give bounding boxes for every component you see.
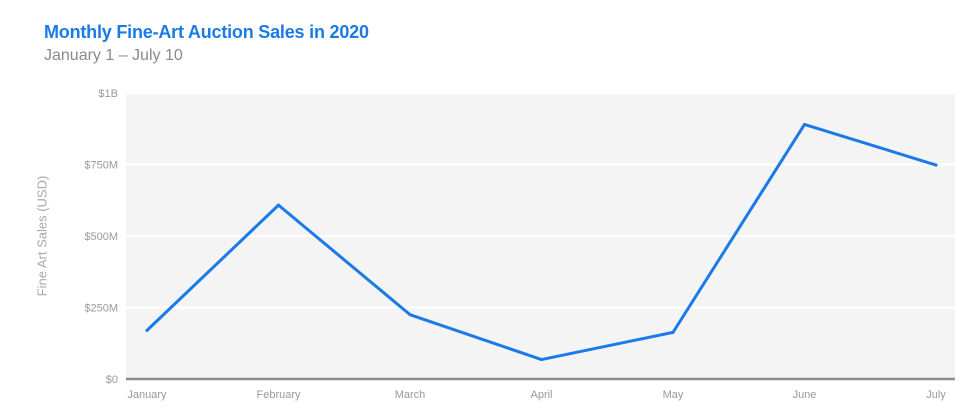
x-tick-label-april: April (530, 389, 552, 401)
data-point-march (408, 313, 412, 317)
chart-subtitle: January 1 – July 10 (44, 47, 183, 64)
chart-title: Monthly Fine-Art Auction Sales in 2020 (44, 22, 369, 42)
data-point-may (671, 330, 675, 334)
x-tick-label-march: March (395, 389, 426, 401)
y-tick-label-1: $250M (84, 303, 118, 315)
data-point-july (934, 163, 938, 167)
x-tick-label-june: June (793, 389, 817, 401)
data-point-february (277, 203, 280, 207)
x-tick-label-february: February (256, 389, 301, 401)
y-tick-label-4: $1B (98, 88, 118, 100)
x-tick-label-january: January (127, 389, 167, 401)
x-tick-label-may: May (663, 389, 684, 401)
y-tick-label-0: $0 (106, 374, 118, 386)
x-tick-label-july: July (926, 389, 946, 401)
data-point-june (803, 122, 806, 126)
data-point-april (540, 358, 543, 362)
y-tick-label-2: $500M (84, 231, 118, 243)
y-tick-label-3: $750M (84, 160, 118, 172)
data-point-january (145, 328, 149, 332)
